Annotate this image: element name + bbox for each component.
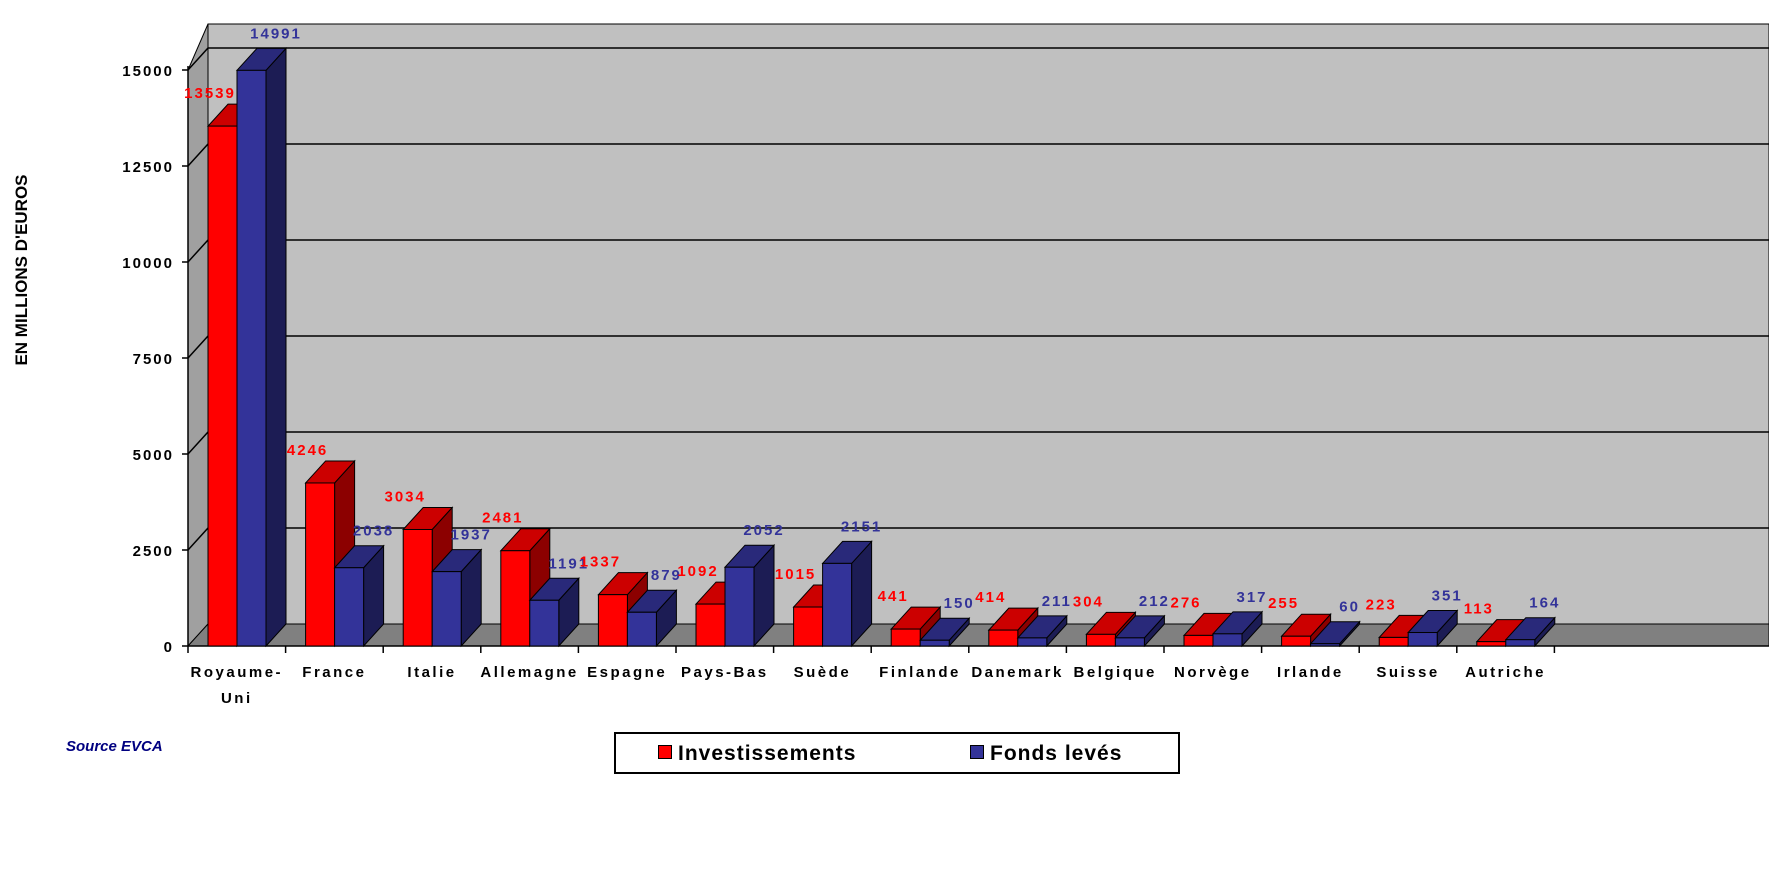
y-tick-label: 7500 <box>133 351 174 368</box>
bar-fonds-leves <box>1505 639 1536 647</box>
legend: Investissements Fonds levés <box>614 732 1180 774</box>
legend-swatch-red-icon <box>658 745 672 759</box>
bar-fonds-leves <box>626 611 657 647</box>
x-tick-label: Norvège <box>1174 664 1252 681</box>
data-label: 13539 <box>184 85 236 102</box>
bar-investissements <box>1281 635 1312 647</box>
data-label: 1337 <box>580 554 621 571</box>
x-tick-label: Suède <box>794 664 852 681</box>
legend-label: Fonds levés <box>990 742 1123 765</box>
source-note: Source EVCA <box>66 738 163 755</box>
data-label: 879 <box>651 567 682 584</box>
data-label: 1191 <box>549 555 590 572</box>
y-tick-label: 2500 <box>133 543 174 560</box>
y-tick-label: 5000 <box>133 447 174 464</box>
data-label: 14991 <box>250 25 302 42</box>
bar-fonds-leves <box>1310 643 1341 647</box>
data-label: 4246 <box>287 442 328 459</box>
data-label: 212 <box>1139 593 1170 610</box>
bar-fonds-leves <box>236 69 267 647</box>
y-tick-label: 15000 <box>122 63 174 80</box>
bar-investissements <box>597 594 628 647</box>
bar-fonds-leves <box>529 599 560 647</box>
data-label: 255 <box>1268 595 1299 612</box>
bar-investissements <box>695 603 726 647</box>
y-tick-label: 10000 <box>122 255 174 272</box>
x-tick-label: Allemagne <box>480 664 578 681</box>
bar-investissements <box>988 629 1019 647</box>
data-label: 414 <box>975 589 1006 606</box>
data-label: 351 <box>1432 588 1463 605</box>
bar-investissements <box>793 606 824 647</box>
y-axis-title: EN MILLIONS D'EUROS <box>12 174 31 366</box>
side-wall <box>187 23 209 648</box>
bar-fonds-leves <box>1407 632 1438 647</box>
bar-side <box>265 47 287 648</box>
bar-fonds-leves <box>1114 637 1145 647</box>
bar-fonds-leves <box>822 562 853 647</box>
bar-fonds-leves <box>334 567 365 647</box>
data-label: 441 <box>878 588 909 605</box>
data-label: 317 <box>1236 589 1267 606</box>
data-label: 150 <box>944 595 975 612</box>
gridline <box>187 47 1769 71</box>
legend-swatch-blue-icon <box>970 745 984 759</box>
x-tick-label: Suisse <box>1376 664 1439 681</box>
data-label: 211 <box>1042 593 1072 610</box>
legend-item-fonds-leves: Fonds levés <box>970 742 1122 766</box>
data-label: 1092 <box>677 563 718 580</box>
bar-fonds-leves <box>1017 637 1048 647</box>
data-label: 2038 <box>353 523 394 540</box>
bar-investissements <box>1183 634 1214 647</box>
bar-fonds-leves <box>431 571 462 647</box>
y-tick-label: 0 <box>164 639 174 656</box>
legend-item-investissements: Investissements <box>658 742 856 766</box>
data-label: 304 <box>1073 593 1104 610</box>
bar-investissements <box>402 528 433 647</box>
x-tick-label: Irlande <box>1277 664 1344 681</box>
x-tick-label: Danemark <box>971 664 1064 681</box>
x-tick-label: Royaume- <box>191 664 284 681</box>
data-label: 2052 <box>743 522 784 539</box>
bar-investissements <box>890 628 921 647</box>
y-tick-label: 12500 <box>122 159 174 176</box>
x-tick-label: Finlande <box>879 664 961 681</box>
data-label: 223 <box>1366 596 1397 613</box>
data-label: 1937 <box>451 527 492 544</box>
x-tick-label: Italie <box>407 664 456 681</box>
bar-fonds-leves <box>724 566 755 647</box>
data-label: 2151 <box>841 518 882 535</box>
x-tick-label: Uni <box>221 690 253 707</box>
legend-label: Investissements <box>678 742 857 765</box>
bar-fonds-leves <box>1212 633 1243 647</box>
bar-investissements <box>305 482 336 647</box>
x-tick-label: Pays-Bas <box>681 664 769 681</box>
bar-investissements <box>1476 641 1507 647</box>
data-label: 3034 <box>385 488 426 505</box>
data-label: 276 <box>1170 594 1201 611</box>
data-label: 113 <box>1464 601 1494 618</box>
data-label: 164 <box>1529 595 1560 612</box>
bar-investissements <box>207 125 238 647</box>
data-label: 1015 <box>775 566 816 583</box>
data-label: 60 <box>1339 599 1360 616</box>
x-tick-label: Espagne <box>587 664 667 681</box>
x-tick-label: Belgique <box>1074 664 1157 681</box>
data-label: 2481 <box>482 510 523 527</box>
bar-investissements <box>1085 633 1116 647</box>
x-tick-label: France <box>302 664 366 681</box>
x-tick-label: Autriche <box>1465 664 1546 681</box>
bar-investissements <box>500 550 531 647</box>
bar-fonds-leves <box>919 639 950 647</box>
bar-investissements <box>1378 636 1409 647</box>
